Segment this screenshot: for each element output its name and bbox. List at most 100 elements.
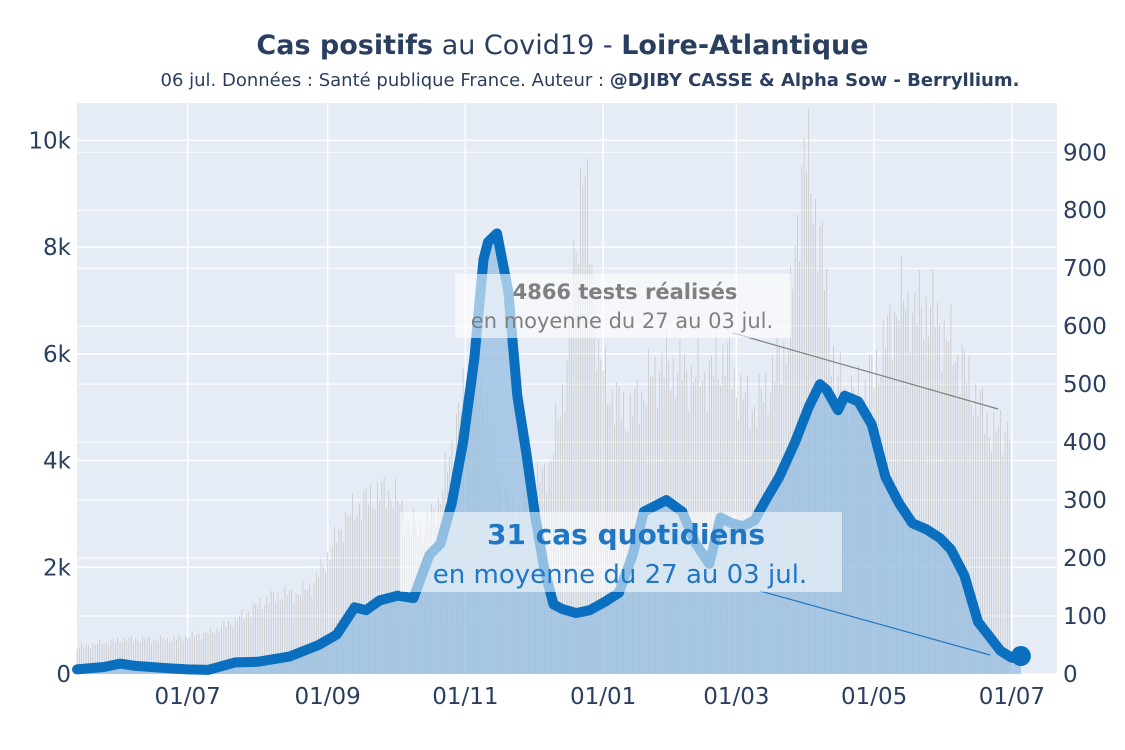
tests-bar [248,612,250,674]
y-left-tick-label: 4k [43,449,72,475]
tests-bar [329,559,331,674]
tests-bar [957,354,959,674]
tests-bar [591,264,593,674]
tests-bar [340,529,342,674]
tests-bar [255,604,256,674]
tests-bar [914,292,916,674]
tests-bar [207,633,209,674]
tests-bar [961,346,963,674]
tests-bar [575,252,577,674]
x-tick-label: 01/07 [154,684,220,710]
cases-line [72,228,1026,675]
tests-bar [367,504,369,674]
tests-bar [160,635,161,674]
tests-bar [239,615,241,674]
tests-bar [246,613,247,674]
tests-bar [268,602,270,674]
tests-bar [361,520,362,674]
tests-bar [166,637,168,674]
tests-bar [925,296,927,674]
tests-bar [259,598,261,674]
tests-bar [194,636,195,674]
tests-bar [115,641,116,674]
tests-bar [370,484,371,674]
tests-bar [388,490,390,674]
tests-bar [169,642,171,674]
tests-bar [139,642,141,674]
tests-bar [936,302,938,674]
tests-bar [392,507,394,674]
tests-bar [934,326,936,674]
tests-bar [959,395,961,674]
tests-bar [381,481,383,674]
tests-bar [918,269,920,674]
tests-bar [580,168,581,674]
tests-bar [977,416,979,674]
tests-bar [121,642,123,674]
tests-bar [176,639,177,674]
tests-bar [112,639,114,674]
tests-bar [390,500,392,674]
tests-bar [966,382,968,674]
tests-bar [185,636,186,674]
tests-bar [313,583,315,674]
title-part-cases: Cas positifs [256,30,434,61]
y-right-tick-label: 500 [1063,372,1107,398]
tests-bar [729,336,731,674]
y-right-tick-label: 600 [1063,314,1107,340]
tests-bar [950,304,952,674]
cases-annotation-title: 31 cas quotidiens [487,518,765,551]
chart-subtitle: 06 jul. Données : Santé publique France.… [0,70,1125,91]
tests-bar [128,637,130,674]
cases-annotation-box [400,512,842,592]
tests-bar [979,390,981,674]
tests-bar [164,640,166,674]
tests-bar [379,500,381,674]
tests-bar [241,609,243,674]
tests-bar [196,634,198,674]
tests-bar [598,339,600,674]
tests-annotation-arrow [732,332,999,410]
tests-bar [582,185,584,674]
tests-bar [397,500,399,674]
y-left-tick-label: 8k [43,235,72,261]
tests-bar [94,644,96,674]
tests-bar [363,489,365,674]
tests-bar [320,559,322,674]
tests-bar [964,350,965,674]
tests-bar [291,589,292,674]
tests-bar [225,627,227,674]
chart-title: Cas positifs au Covid19 - Loire-Atlantiq… [0,30,1125,61]
tests-bar [988,436,990,674]
tests-bar [90,648,91,674]
tests-bar [955,362,956,674]
tests-bar [365,488,367,674]
tests-bar [376,481,378,674]
cases-last-point-marker [1010,646,1031,667]
title-part-covid: au Covid19 - [433,30,622,61]
tests-bar [948,341,950,674]
tests-bar [266,596,268,674]
tests-bar [293,603,295,674]
tests-bar [295,593,297,674]
x-tick-label: 01/05 [841,684,907,710]
y-right-tick-label: 900 [1063,140,1107,166]
tests-bar [106,642,107,674]
tests-bar [995,431,997,674]
tests-bar [372,508,374,674]
y-left-tick-label: 6k [43,342,72,368]
tests-bar [173,636,175,674]
tests-bar [133,641,134,674]
tests-bar [279,600,281,674]
tests-bar [1006,422,1008,674]
tests-bar [218,632,220,674]
tests-bar [343,542,344,674]
tests-bar [1004,431,1006,674]
tests-bar [912,312,913,674]
cases-annotation-subtitle: en moyenne du 27 au 03 jul. [433,560,807,590]
tests-bar [322,565,324,674]
tests-bar [180,636,182,674]
tests-bar [327,552,329,674]
tests-bar [347,515,349,674]
